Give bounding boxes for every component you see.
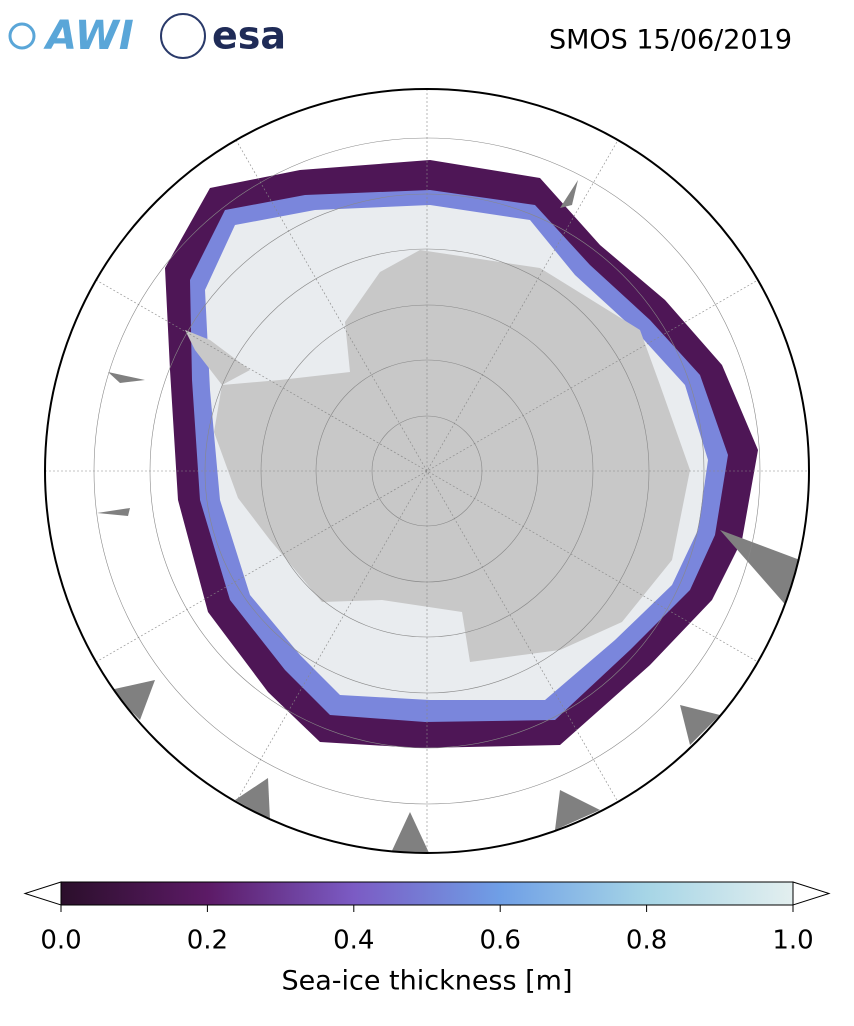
title: SMOS 15/06/2019 [549,25,792,56]
awi-logo: AWI [43,13,134,59]
map-frame [44,88,810,854]
colorbar-tick-label: 0.6 [480,926,521,956]
esa-logo: esa [212,14,286,58]
antarctica [185,250,690,662]
map [45,89,809,853]
colorbar-tick-label: 0.2 [187,926,228,956]
colorbar-tick-label: 0.4 [333,926,374,956]
graticule [45,89,809,853]
esa-icon [160,13,206,59]
colorbar-tick-label: 0.0 [40,926,81,956]
colorbar-label: Sea-ice thickness [m] [281,966,572,997]
colorbar-tick-label: 1.0 [772,926,813,956]
colorbar: 0.0 0.2 0.4 0.6 0.8 1.0 [23,881,831,956]
land [97,180,800,853]
colorbar-tick-label: 0.8 [626,926,667,956]
logos: AWI esa [8,13,286,59]
awi-icon [8,22,36,50]
colorbar-bar [60,881,794,906]
